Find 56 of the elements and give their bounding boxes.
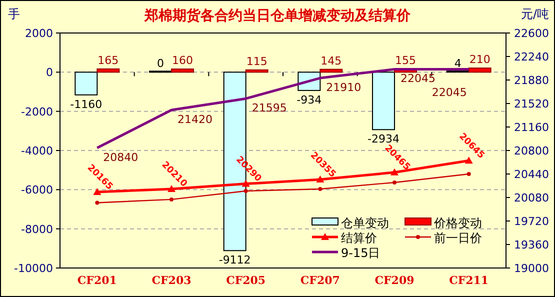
y2-tick-label: 21520 (514, 98, 549, 110)
data-label: 4 (454, 57, 462, 70)
y-tick-label: -10000 (14, 262, 53, 275)
x-tick-label: CF201 (77, 274, 117, 287)
y2-tick-label: 20080 (514, 192, 549, 204)
point (392, 180, 396, 184)
data-label: 22045 (432, 86, 467, 100)
data-label: 21420 (178, 113, 212, 126)
legend-label: 9-15日 (341, 246, 380, 260)
data-label: 21910 (326, 81, 362, 94)
data-label: 155 (395, 54, 416, 68)
y-tick-label: 2000 (25, 27, 53, 40)
y2-tick-label: 20440 (514, 168, 549, 181)
y2-tick-label: 19360 (514, 238, 549, 252)
data-label: -934 (296, 93, 322, 106)
y2-tick-label: 20800 (514, 144, 549, 158)
chart-title: 郑棉期货各合约当日仓单增减变动及结算价 (144, 7, 412, 24)
data-label: -9112 (218, 254, 251, 267)
data-label: 20840 (103, 150, 138, 164)
x-tick-label: CF203 (152, 274, 192, 287)
point (244, 188, 248, 193)
data-label: -1160 (70, 98, 102, 111)
data-label: 210 (469, 53, 490, 66)
legend-label: 结算价 (341, 231, 377, 245)
point (466, 172, 471, 176)
x-tick-label: CF209 (374, 274, 414, 287)
x-tick-label: CF205 (226, 274, 266, 287)
data-label: 165 (98, 54, 119, 67)
point (318, 187, 322, 192)
y2-tick-label: 21880 (514, 74, 549, 87)
y2-axis-title: 元/吨 (520, 7, 549, 21)
data-label: 21595 (252, 102, 287, 115)
y-tick-label: 0 (46, 66, 53, 80)
x-tick-label: CF211 (449, 274, 489, 287)
x-tick-label: CF207 (300, 274, 340, 287)
data-label: 22045 (400, 72, 436, 86)
data-label: 115 (246, 54, 268, 68)
y2-tick-label: 22240 (514, 50, 549, 64)
legend-label: 前一日价 (434, 231, 482, 245)
data-label: 0 (157, 57, 164, 70)
data-label: 160 (172, 54, 193, 68)
legend-label: 价格变动 (433, 216, 482, 230)
point (170, 197, 174, 202)
data-label: 145 (320, 54, 342, 68)
legend-label: 仓单变动 (341, 216, 389, 230)
y2-tick-label: 19000 (514, 262, 549, 275)
y2-tick-label: 19720 (514, 215, 549, 228)
y-tick-label: -2000 (21, 105, 53, 118)
data-label: -2934 (368, 132, 400, 146)
y2-tick-label: 22600 (514, 27, 549, 40)
y-tick-label: -8000 (21, 222, 53, 236)
y2-tick-label: 21160 (514, 121, 549, 134)
y-tick-label: -6000 (21, 184, 53, 197)
y-tick-label: -4000 (21, 144, 53, 158)
point (95, 200, 100, 205)
y-axis-title: 手 (8, 7, 20, 21)
